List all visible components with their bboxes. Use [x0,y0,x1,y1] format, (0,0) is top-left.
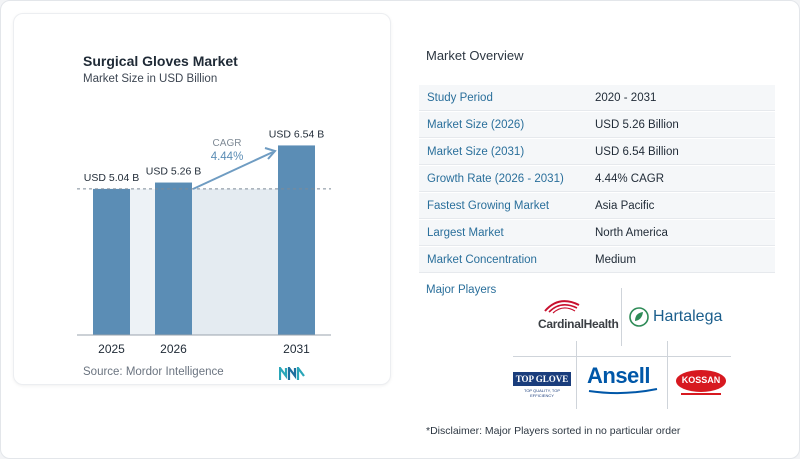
kossan-logo: KOSSAN [675,367,727,399]
cagr-value: 4.44% [211,151,244,163]
hartalega-logo: Hartalega [627,303,731,331]
ansell-logo: Ansell [585,361,661,395]
overview-value: USD 6.54 Billion [595,145,679,158]
bar-value-label: USD 6.54 B [269,128,324,140]
overview-key: Largest Market [427,226,504,239]
mordor-logo-icon [279,367,305,380]
overview-row: Growth Rate (2026 - 2031) 4.44% CAGR [419,166,775,192]
logo-divider [667,341,668,409]
overview-key: Growth Rate (2026 - 2031) [427,172,564,185]
overview-row: Largest Market North America [419,220,775,246]
logo-divider [513,356,731,357]
overview-key: Market Size (2031) [427,145,525,158]
cagr-arrowhead [264,147,277,160]
overview-row: Market Size (2031) USD 6.54 Billion [419,139,775,165]
major-players-title: Major Players [426,284,497,296]
cagr-label: CAGR [213,138,242,149]
chart-title: Surgical Gloves Market [83,53,238,69]
overview-value: North America [595,226,668,239]
overview-value: 2020 - 2031 [595,91,657,104]
overview-key: Fastest Growing Market [427,199,550,212]
growth-shade [130,188,155,335]
overview-key: Market Concentration [427,253,537,266]
cardinal-health-wordmark: CardinalHealth [538,317,619,331]
x-tick-label: 2031 [283,342,310,356]
overview-value: Medium [595,253,636,266]
ansell-swoosh-icon [588,388,658,395]
chart-subtitle: Market Size in USD Billion [83,73,218,85]
bar-value-label: USD 5.26 B [146,166,201,178]
overview-key: Market Size (2026) [427,118,525,131]
logo-divider [576,341,577,409]
logo-divider [621,288,622,346]
overview-row: Market Size (2026) USD 5.26 Billion [419,112,775,138]
overview-row: Fastest Growing Market Asia Pacific [419,193,775,219]
cardinal-health-logo: CardinalHealth [525,293,619,337]
cagr-arrow [192,151,274,190]
bar-2031 [278,145,315,335]
growth-shade [192,188,278,335]
kossan-wordmark: KOSSAN [681,375,721,385]
overview-title: Market Overview [426,48,524,63]
bar-value-label: USD 5.04 B [84,172,139,184]
hartalega-leaf-icon [629,307,649,327]
bar-chart: USD 5.04 B 2025 USD 5.26 B 2026 USD 6.54 B 20… [77,128,331,356]
chart-source: Source: Mordor Intelligence [83,366,224,378]
overview-value: Asia Pacific [595,199,655,212]
x-tick-label: 2026 [160,342,187,356]
overview-value: 4.44% CAGR [595,172,665,185]
ansell-wordmark: Ansell [587,363,651,388]
top-glove-wordmark: TOP GLOVE [513,372,571,386]
disclaimer: *Disclaimer: Major Players sorted in no … [426,425,681,437]
hartalega-wordmark: Hartalega [653,308,723,325]
overview-key: Study Period [427,91,493,104]
kossan-badge-icon [676,370,726,395]
x-tick-label: 2025 [98,342,125,356]
top-glove-logo: TOP GLOVE TOP QUALITY, TOP EFFICIENCY [513,370,571,400]
bar-2026 [155,182,192,335]
overview-row: Study Period 2020 - 2031 [419,85,775,111]
bar-2025 [93,188,130,335]
overview-row: Market Concentration Medium [419,247,775,273]
top-glove-tagline: TOP QUALITY, TOP EFFICIENCY [523,388,561,398]
overview-value: USD 5.26 Billion [595,118,679,131]
cardinal-health-swoosh-icon [544,300,580,314]
